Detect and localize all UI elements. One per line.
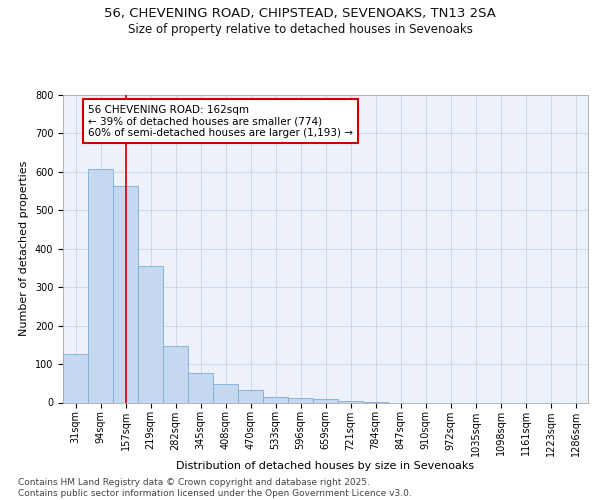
Text: 56 CHEVENING ROAD: 162sqm
← 39% of detached houses are smaller (774)
60% of semi: 56 CHEVENING ROAD: 162sqm ← 39% of detac…	[88, 104, 353, 138]
Text: Contains HM Land Registry data © Crown copyright and database right 2025.
Contai: Contains HM Land Registry data © Crown c…	[18, 478, 412, 498]
Bar	[113, 186, 138, 402]
Text: Size of property relative to detached houses in Sevenoaks: Size of property relative to detached ho…	[128, 22, 472, 36]
Bar	[238, 390, 263, 402]
Bar	[163, 346, 188, 403]
Bar	[188, 373, 213, 402]
Bar	[338, 401, 363, 402]
Text: 56, CHEVENING ROAD, CHIPSTEAD, SEVENOAKS, TN13 2SA: 56, CHEVENING ROAD, CHIPSTEAD, SEVENOAKS…	[104, 8, 496, 20]
X-axis label: Distribution of detached houses by size in Sevenoaks: Distribution of detached houses by size …	[176, 461, 475, 471]
Bar	[288, 398, 313, 402]
Bar	[138, 266, 163, 402]
Bar	[213, 384, 238, 402]
Bar	[263, 397, 288, 402]
Y-axis label: Number of detached properties: Number of detached properties	[19, 161, 29, 336]
Bar	[63, 354, 88, 403]
Bar	[88, 169, 113, 402]
Bar	[313, 398, 338, 402]
